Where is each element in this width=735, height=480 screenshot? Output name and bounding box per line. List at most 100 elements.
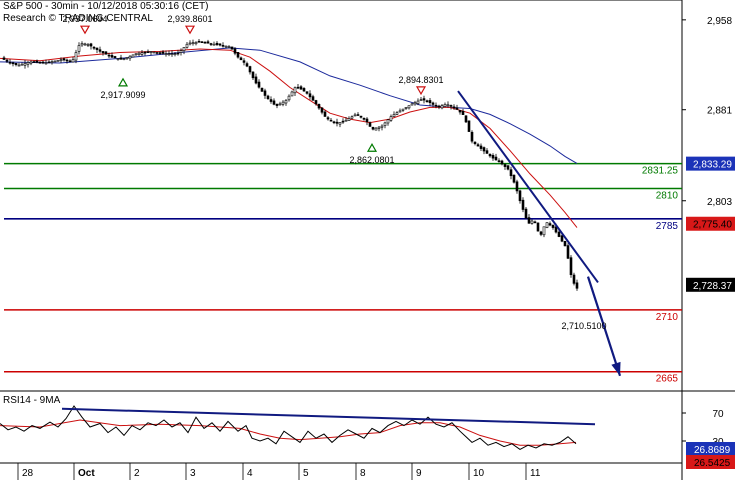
x-tick-label: 3 <box>190 468 196 479</box>
rsi-price-tag-label: 26.8689 <box>694 445 731 456</box>
candle-body <box>452 106 456 109</box>
candle-body <box>419 99 423 101</box>
candle-body <box>401 108 405 111</box>
candle-body <box>53 60 57 63</box>
candle-body <box>491 155 495 159</box>
candle-body <box>356 114 360 116</box>
level-label: 2810 <box>656 190 679 201</box>
candle-body <box>140 52 144 55</box>
rsi-label: RSI14 - 9MA <box>3 395 61 406</box>
candle-body <box>305 91 309 94</box>
candle-body <box>74 52 78 61</box>
candle-body <box>167 53 171 55</box>
projection-arrow-shaft <box>586 276 622 377</box>
candle-body <box>179 50 183 53</box>
candle-body <box>428 100 432 104</box>
candle-body <box>11 62 15 65</box>
candle-body <box>269 99 273 102</box>
candle-body <box>263 90 267 96</box>
candle-body <box>449 105 453 107</box>
candle-body <box>473 141 477 144</box>
candle-body <box>32 61 36 63</box>
candle-body <box>158 52 162 54</box>
candle-body <box>65 59 69 62</box>
candle-body <box>410 103 414 106</box>
candle-body <box>218 43 222 46</box>
extreme-label: 2,710.5100 <box>561 321 606 331</box>
candle-body <box>440 105 444 109</box>
candle-body <box>47 61 51 64</box>
ma-fast-line <box>0 48 578 228</box>
high-marker <box>415 86 427 96</box>
candle-body <box>212 43 216 46</box>
candle-body <box>95 47 99 50</box>
candle-body <box>530 220 534 224</box>
candle-body <box>71 59 75 63</box>
rsi-ma-line <box>0 419 577 446</box>
candle-body <box>242 60 246 63</box>
level-label: 2665 <box>656 374 679 385</box>
candle-body <box>281 101 285 105</box>
moving-average-fast <box>0 48 578 228</box>
candle-body <box>224 45 228 48</box>
y-tick-label: 2,881 <box>707 106 732 117</box>
candle-body <box>125 57 129 60</box>
candle-body <box>431 102 435 105</box>
candle-body <box>446 104 450 107</box>
candle-body <box>230 46 234 50</box>
candle-body <box>350 116 354 119</box>
candle-body <box>365 118 369 123</box>
candle-body <box>341 120 345 123</box>
candle-body <box>104 51 108 55</box>
candle-body <box>191 42 195 44</box>
candle-body <box>278 103 282 106</box>
candle-body <box>14 62 18 65</box>
candle-body <box>335 121 339 124</box>
moving-average-slow <box>0 47 578 164</box>
candle-body <box>392 114 396 117</box>
candle-body <box>377 126 381 129</box>
level-label: 2785 <box>656 221 679 232</box>
x-tick-label: 9 <box>416 468 422 479</box>
candle-body <box>485 150 489 154</box>
rsi-y-tick-label: 70 <box>712 409 724 420</box>
extreme-label: 2,937.0694 <box>62 14 107 24</box>
chart-title: S&P 500 - 30min - 10/12/2018 05:30:16 (C… <box>3 1 209 12</box>
candle-body <box>251 71 255 79</box>
candle-body <box>503 164 507 167</box>
candle-body <box>383 122 387 126</box>
candle-body <box>20 63 24 66</box>
axis-ticks: 2,958 2,881 2,803 <box>682 16 732 208</box>
candle-body <box>353 114 357 117</box>
candle-body <box>239 57 243 61</box>
candle-body <box>326 117 330 120</box>
resistance-trendline <box>457 90 599 284</box>
x-tick-label: 4 <box>247 468 253 479</box>
candle-body <box>395 112 399 115</box>
candle-body <box>521 199 525 210</box>
candle-body <box>437 105 441 108</box>
ma-slow-line <box>0 47 578 164</box>
candle-body <box>182 47 186 51</box>
candle-body <box>206 41 210 44</box>
candle-body <box>152 51 156 54</box>
price-candles <box>2 38 579 291</box>
candle-body <box>233 48 237 54</box>
candle-body <box>554 226 558 233</box>
candle-body <box>44 62 48 65</box>
low-marker <box>366 143 378 152</box>
candle-body <box>200 41 204 44</box>
candle-body <box>497 160 501 162</box>
rsi-price-tag <box>686 455 735 469</box>
candle-body <box>320 107 324 113</box>
candle-body <box>524 208 528 219</box>
rsi-line <box>0 405 577 450</box>
high-marker <box>79 25 91 35</box>
candle-body <box>203 41 207 44</box>
candle-body <box>68 60 72 63</box>
candle-body <box>62 58 66 61</box>
candle-body <box>146 51 150 53</box>
candle-body <box>413 102 417 105</box>
candle-body <box>161 51 165 54</box>
